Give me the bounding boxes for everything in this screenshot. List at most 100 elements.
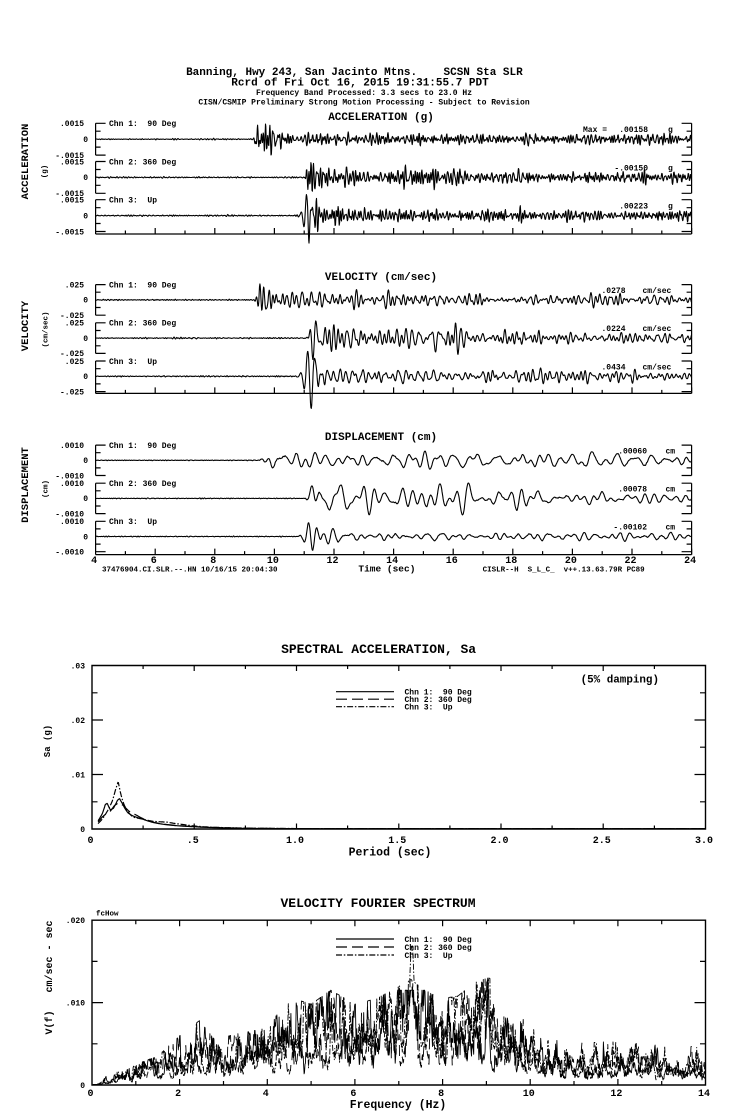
svg-text:-.0010: -.0010 — [55, 510, 84, 519]
svg-text:Sa (g): Sa (g) — [43, 725, 53, 757]
svg-text:ACCELERATION: ACCELERATION — [20, 124, 32, 200]
svg-text:Time (sec): Time (sec) — [358, 564, 415, 575]
svg-text:-.025: -.025 — [60, 350, 84, 359]
svg-text:CISN/CSMIP Preliminary Strong: CISN/CSMIP Preliminary Strong Motion Pro… — [198, 99, 529, 108]
svg-text:Chn 2: 360 Deg: Chn 2: 360 Deg — [109, 158, 176, 167]
svg-text:Chn 3: Up: Chn 3: Up — [109, 518, 157, 527]
svg-text:8: 8 — [210, 556, 216, 567]
svg-text:-.00102: -.00102 — [613, 524, 647, 533]
svg-text:-.0015: -.0015 — [55, 190, 84, 199]
svg-text:cm: cm — [666, 485, 676, 494]
svg-text:.020: .020 — [66, 917, 85, 926]
svg-text:.01: .01 — [71, 771, 86, 780]
svg-text:2.5: 2.5 — [593, 836, 611, 847]
svg-text:.5: .5 — [187, 836, 199, 847]
svg-text:Frequency (Hz): Frequency (Hz) — [350, 1099, 447, 1112]
svg-text:cm: cm — [666, 447, 676, 456]
svg-text:Chn 3: Up: Chn 3: Up — [109, 197, 157, 206]
svg-text:Chn 1: 90 Deg: Chn 1: 90 Deg — [109, 442, 176, 451]
svg-text:Chn 3: Up: Chn 3: Up — [405, 952, 453, 961]
svg-text:-.0015: -.0015 — [55, 152, 84, 161]
svg-text:.03: .03 — [71, 662, 86, 671]
svg-text:0: 0 — [80, 1082, 85, 1091]
svg-text:.025: .025 — [65, 358, 84, 367]
svg-text:Chn 1: 90 Deg: Chn 1: 90 Deg — [109, 281, 176, 290]
svg-text:16: 16 — [446, 556, 458, 567]
svg-text:Chn 1: 90 Deg: Chn 1: 90 Deg — [405, 689, 472, 698]
svg-text:SPECTRAL ACCELERATION, Sa: SPECTRAL ACCELERATION, Sa — [281, 642, 476, 657]
svg-text:.0010: .0010 — [60, 442, 84, 451]
svg-text:4: 4 — [91, 556, 97, 567]
svg-text:g: g — [668, 203, 673, 212]
svg-text:1.0: 1.0 — [286, 836, 304, 847]
svg-text:14: 14 — [386, 556, 398, 567]
svg-text:g: g — [668, 164, 673, 173]
svg-text:Chn 3: Up: Chn 3: Up — [405, 704, 453, 713]
svg-text:Max =: Max = — [583, 126, 607, 135]
svg-text:0: 0 — [83, 212, 88, 221]
svg-text:Frequency Band Processed: 3.3: Frequency Band Processed: 3.3 secs to 23… — [256, 89, 472, 98]
svg-text:0: 0 — [83, 457, 88, 466]
svg-text:0: 0 — [83, 297, 88, 306]
svg-text:0: 0 — [83, 533, 88, 542]
svg-text:Chn 2: 360 Deg: Chn 2: 360 Deg — [405, 944, 472, 953]
svg-text:1.5: 1.5 — [388, 836, 406, 847]
svg-text:2.0: 2.0 — [490, 836, 508, 847]
svg-text:4: 4 — [263, 1089, 269, 1100]
svg-text:-.025: -.025 — [60, 388, 84, 397]
svg-text:Chn 2: 360 Deg: Chn 2: 360 Deg — [109, 320, 176, 329]
svg-text:.02: .02 — [71, 717, 86, 726]
svg-text:fcHow: fcHow — [96, 911, 119, 919]
svg-text:0: 0 — [87, 836, 93, 847]
svg-text:DISPLACEMENT (cm): DISPLACEMENT (cm) — [325, 432, 437, 444]
svg-text:.0010: .0010 — [60, 518, 84, 527]
svg-text:0: 0 — [83, 335, 88, 344]
svg-text:.00078: .00078 — [618, 485, 647, 494]
svg-text:-.0015: -.0015 — [55, 228, 84, 237]
svg-text:10: 10 — [523, 1089, 535, 1100]
svg-text:CISLR--H S_L_C_ v++.13.63.79: CISLR--H S_L_C_ v++.13.63.79R PC89 — [483, 567, 646, 575]
svg-text:.00060: .00060 — [618, 447, 647, 456]
svg-text:cm/sec: cm/sec — [643, 287, 672, 296]
svg-text:Rcrd of Fri Oct 16, 2015 19:31: Rcrd of Fri Oct 16, 2015 19:31:55.7 PDT — [231, 77, 489, 89]
svg-text:3.0: 3.0 — [695, 836, 713, 847]
svg-text:Chn 3: Up: Chn 3: Up — [109, 358, 157, 367]
svg-text:0: 0 — [83, 174, 88, 183]
svg-text:.0010: .0010 — [60, 480, 84, 489]
svg-text:Period (sec): Period (sec) — [349, 847, 432, 860]
svg-text:0: 0 — [83, 495, 88, 504]
svg-text:.0015: .0015 — [60, 158, 84, 167]
svg-text:-.025: -.025 — [60, 312, 84, 321]
svg-text:2: 2 — [175, 1089, 181, 1100]
svg-text:.00158: .00158 — [619, 126, 648, 135]
svg-text:-.0010: -.0010 — [55, 549, 84, 558]
svg-text:.00223: .00223 — [619, 203, 648, 212]
svg-text:18: 18 — [505, 556, 517, 567]
svg-text:-.00150: -.00150 — [614, 164, 648, 173]
svg-text:24: 24 — [684, 556, 696, 567]
svg-text:.025: .025 — [65, 281, 84, 290]
svg-text:cm/sec: cm/sec — [643, 325, 672, 334]
svg-text:DISPLACEMENT: DISPLACEMENT — [20, 447, 32, 523]
svg-text:8: 8 — [438, 1089, 444, 1100]
svg-text:cm/sec: cm/sec — [643, 363, 672, 372]
svg-text:(cm/sec): (cm/sec) — [43, 311, 51, 347]
svg-text:Chn 1: 90 Deg: Chn 1: 90 Deg — [405, 936, 472, 945]
svg-text:VELOCITY FOURIER SPECTRUM: VELOCITY FOURIER SPECTRUM — [280, 896, 475, 911]
svg-text:0: 0 — [80, 826, 85, 835]
svg-text:.0278: .0278 — [601, 287, 625, 296]
svg-text:20: 20 — [565, 556, 577, 567]
svg-text:0: 0 — [83, 373, 88, 382]
svg-text:VELOCITY (cm/sec): VELOCITY (cm/sec) — [325, 272, 437, 284]
svg-text:VELOCITY: VELOCITY — [20, 300, 32, 351]
svg-text:.025: .025 — [65, 320, 84, 329]
svg-text:Chn 1: 90 Deg: Chn 1: 90 Deg — [109, 120, 176, 129]
svg-text:Chn 2: 360 Deg: Chn 2: 360 Deg — [109, 480, 176, 489]
svg-text:14: 14 — [698, 1089, 710, 1100]
svg-text:.010: .010 — [66, 999, 85, 1008]
svg-text:.0015: .0015 — [60, 120, 84, 129]
svg-text:.0224: .0224 — [601, 325, 625, 334]
svg-text:10: 10 — [267, 556, 279, 567]
svg-text:Chn 2: 360 Deg: Chn 2: 360 Deg — [405, 696, 472, 705]
svg-text:V(f) cm/sec - sec: V(f) cm/sec - sec — [44, 920, 56, 1034]
